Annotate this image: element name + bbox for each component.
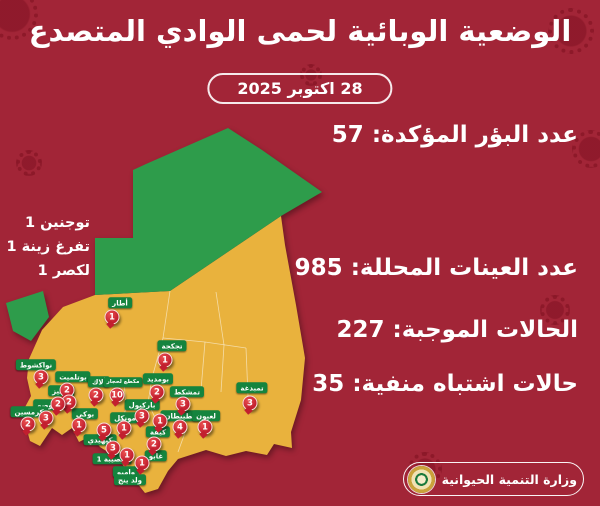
focus-count-badge: 1	[157, 352, 173, 368]
ministry-logo-icon	[407, 465, 435, 493]
page-title: الوضعية الوبائية لحمى الوادي المتصدع	[28, 14, 572, 48]
stat-label: حالات اشتباه منفية:	[352, 371, 578, 397]
map-locality-label: أطار	[108, 297, 132, 309]
district-item: لكصر 1	[37, 263, 90, 279]
map-locality-label: تمبدغة	[236, 382, 268, 394]
stat-positive-cases: الحالات الموجبة: 227	[337, 317, 578, 343]
map-locality-label: تجكجة	[157, 340, 187, 352]
stat-value: 985	[294, 255, 343, 281]
stat-value: 35	[312, 371, 345, 397]
ministry-badge: وزارة التنمية الحيوانية	[402, 462, 584, 496]
stat-label: عدد العينات المحللة:	[350, 255, 578, 281]
focus-count-badge: 1	[71, 417, 87, 433]
focus-count-badge: 2	[149, 384, 165, 400]
map-locality-label: تمشكط	[169, 386, 205, 398]
district-item: تفرغ زينة 1	[6, 239, 91, 255]
stat-label: عدد البؤر المؤكدة:	[371, 122, 578, 148]
footer: وزارة التنمية الحيوانية	[402, 462, 584, 496]
focus-count-badge: 3	[105, 440, 121, 456]
focus-count-badge: 3	[33, 369, 49, 385]
stat-confirmed-foci: عدد البؤر المؤكدة: 57	[332, 122, 578, 148]
ministry-label: وزارة التنمية الحيوانية	[441, 471, 577, 487]
focus-count-badge: 5	[96, 422, 112, 438]
focus-count-badge: 1	[119, 447, 135, 463]
focus-count-badge: 3	[175, 396, 191, 412]
date-badge: 28 اكتوبر 2025	[207, 73, 393, 104]
focus-count-badge: 2	[50, 396, 66, 412]
focus-count-badge: 2	[20, 416, 36, 432]
focus-count-badge: 1	[116, 420, 132, 436]
focus-count-badge: 1	[104, 309, 120, 325]
focus-count-badge: 3	[134, 408, 150, 424]
map-locality-label: ولد ينج	[114, 474, 146, 486]
virus-decoration-icon	[540, 295, 570, 325]
virus-decoration-icon	[300, 64, 322, 86]
district-item: توجنين 1	[24, 215, 90, 231]
virus-decoration-icon	[0, 0, 38, 40]
map-locality-label: نواكشوط	[15, 359, 57, 371]
focus-count-badge: 3	[38, 410, 54, 426]
virus-decoration-icon	[16, 150, 42, 176]
map-locality-label: بوتلميت	[55, 371, 91, 383]
virus-decoration-icon	[572, 130, 600, 168]
stat-value: 227	[336, 317, 385, 343]
focus-count-badge: 1	[152, 413, 168, 429]
focus-count-badge: 10	[109, 387, 125, 403]
stat-analyzed-samples: عدد العينات المحللة: 985	[295, 255, 578, 281]
stat-value: 57	[331, 122, 364, 148]
map-locality-label: مكطع لحجار	[103, 377, 143, 387]
virus-decoration-icon	[548, 8, 594, 54]
focus-count-badge: 2	[146, 436, 162, 452]
focus-count-badge: 1	[134, 455, 150, 471]
nouakchott-district-list: توجنين 1 تفرغ زينة 1 لكصر 1	[6, 211, 91, 283]
map-locality-label: بومديد	[142, 373, 174, 385]
stat-negative-suspected: حالات اشتباه منفية: 35	[312, 371, 578, 397]
focus-count-badge: 1	[197, 419, 213, 435]
focus-count-badge: 4	[172, 419, 188, 435]
focus-count-badge: 3	[242, 395, 258, 411]
stat-label: الحالات الموجبة:	[392, 317, 578, 343]
focus-count-badge: 2	[88, 387, 104, 403]
